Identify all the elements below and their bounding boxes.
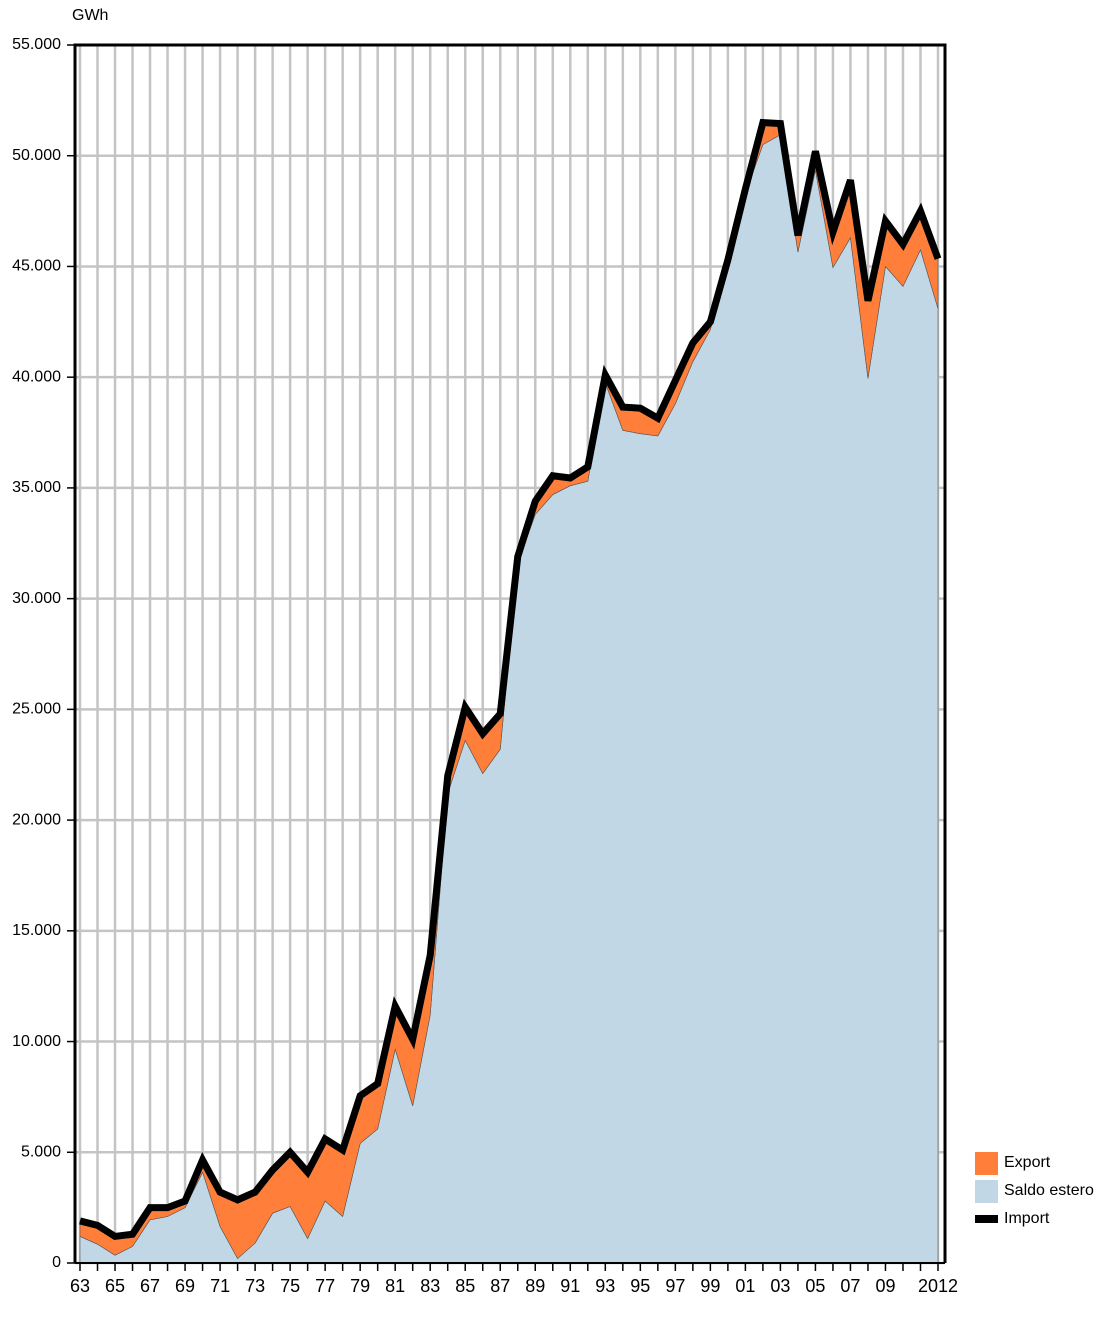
y-tick-label: 20.000 <box>12 811 61 828</box>
x-tick-label: 03 <box>770 1276 790 1296</box>
x-tick-label: 81 <box>385 1276 405 1296</box>
x-tick-label: 01 <box>735 1276 755 1296</box>
x-tick-label: 95 <box>630 1276 650 1296</box>
x-tick-label: 93 <box>595 1276 615 1296</box>
x-tick-label: 73 <box>245 1276 265 1296</box>
y-tick-label: 25.000 <box>12 701 61 718</box>
legend-label: Export <box>1004 1154 1051 1171</box>
line <box>79 118 942 1241</box>
legend-swatch <box>975 1215 998 1223</box>
x-tick-label: 07 <box>840 1276 860 1296</box>
legend-swatch <box>975 1180 998 1203</box>
y-axis-label: GWh <box>72 7 108 24</box>
x-tick-label: 63 <box>70 1276 90 1296</box>
x-tick-label: 89 <box>525 1276 545 1296</box>
y-tick-label: 45.000 <box>12 258 61 275</box>
y-tick-label: 15.000 <box>12 922 61 939</box>
y-tick-label: 5.000 <box>21 1143 61 1160</box>
legend-label: Import <box>1004 1210 1050 1227</box>
x-tick-label: 09 <box>875 1276 895 1296</box>
x-tick-label: 75 <box>280 1276 300 1296</box>
x-tick-label: 85 <box>455 1276 475 1296</box>
x-tick-label: 87 <box>490 1276 510 1296</box>
x-tick-label: 99 <box>700 1276 720 1296</box>
x-tick-label: 05 <box>805 1276 825 1296</box>
y-tick-label: 0 <box>52 1254 61 1271</box>
x-tick-label: 69 <box>175 1276 195 1296</box>
y-tick-label: 50.000 <box>12 147 61 164</box>
y-tick-label: 40.000 <box>12 368 61 385</box>
x-tick-label: 83 <box>420 1276 440 1296</box>
x-tick-label: 71 <box>210 1276 230 1296</box>
area <box>79 134 939 1264</box>
y-tick-label: 30.000 <box>12 590 61 607</box>
x-tick-label: 2012 <box>918 1276 958 1296</box>
x-tick-label: 65 <box>105 1276 125 1296</box>
x-tick-label: 79 <box>350 1276 370 1296</box>
x-tick-label: 97 <box>665 1276 685 1296</box>
y-tick-label: 35.000 <box>12 479 61 496</box>
x-tick-label: 67 <box>140 1276 160 1296</box>
y-tick-label: 10.000 <box>12 1033 61 1050</box>
x-tick-label: 77 <box>315 1276 335 1296</box>
plot-frame <box>73 43 947 1263</box>
x-tick-label: 91 <box>560 1276 580 1296</box>
legend-swatch <box>975 1152 998 1175</box>
legend-label: Saldo estero <box>1004 1182 1094 1199</box>
y-tick-label: 55.000 <box>12 36 61 53</box>
